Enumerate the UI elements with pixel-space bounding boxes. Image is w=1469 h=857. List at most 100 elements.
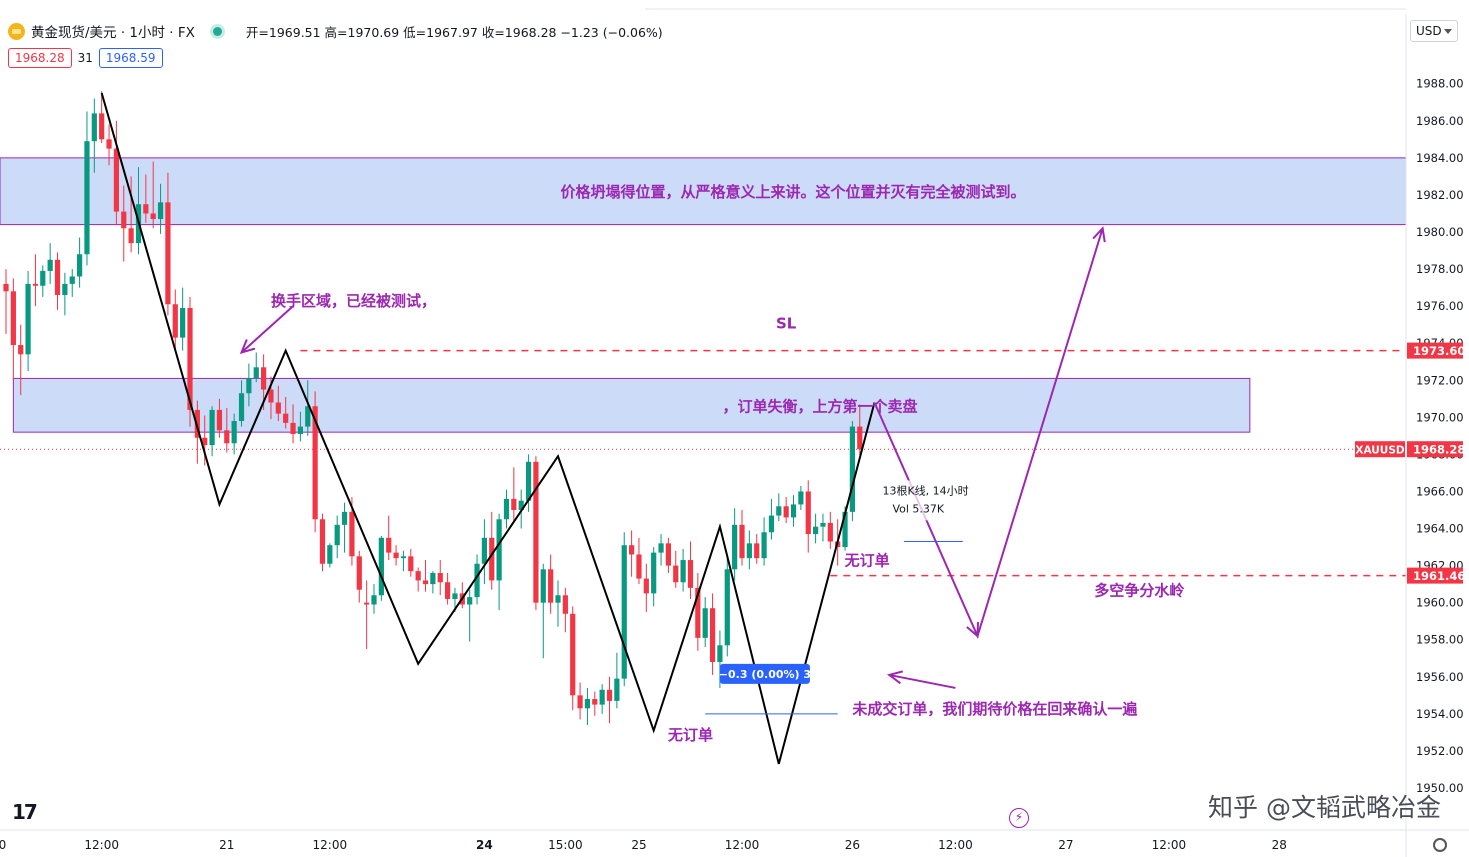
candle-body — [739, 524, 745, 559]
zone-label: ，订单失衡，上方第一个卖盘 — [722, 397, 917, 415]
annotation-text: SL — [776, 314, 797, 332]
annotations-layer: 价格坍塌得位置，从严格意义上来讲。这个位置并灭有完全被测试到。 ，订单失衡，上方第… — [271, 183, 1184, 744]
y-tick-label: 1970.00 — [1416, 410, 1464, 424]
zone-label: 价格坍塌得位置，从严格意义上来讲。这个位置并灭有完全被测试到。 — [560, 183, 1025, 201]
candle-body — [614, 678, 620, 701]
candle-body — [172, 304, 178, 338]
candle-body — [562, 595, 568, 614]
candle-body — [849, 426, 855, 512]
candle-body — [238, 393, 245, 422]
y-tick-label: 1978.00 — [1416, 262, 1464, 276]
candle-body — [216, 409, 223, 431]
bid-ask-row: 1968.28 31 1968.59 — [8, 48, 163, 68]
candle-body — [62, 283, 68, 296]
x-tick-label: 12:00 — [313, 838, 348, 852]
currency-select[interactable]: USD — [1410, 20, 1458, 42]
candle-body — [496, 519, 502, 581]
ask-price[interactable]: 1968.59 — [98, 48, 163, 68]
candle-body — [231, 421, 237, 444]
candle-body — [128, 228, 134, 244]
candle-body — [113, 148, 119, 212]
settings-icon[interactable] — [1433, 838, 1447, 852]
level-price-label: 1973.60 — [1413, 344, 1465, 358]
candle-body — [69, 276, 75, 284]
lightning-icon[interactable]: ⚡ — [1009, 808, 1029, 828]
candle-body — [386, 537, 392, 553]
candle-body — [246, 378, 252, 394]
candle-body — [643, 578, 649, 594]
candle-body — [121, 211, 127, 229]
x-tick-label: 26 — [845, 838, 860, 852]
candle-body — [18, 345, 24, 355]
level-price-tag — [1407, 567, 1463, 584]
candle-body — [768, 515, 775, 533]
symbol-title[interactable]: 黄金现货/美元 · 1小时 · FX — [31, 25, 195, 41]
level-price-tag — [1407, 342, 1463, 359]
candle-body — [408, 556, 414, 572]
candle-body — [84, 141, 90, 255]
candle-body — [474, 563, 480, 598]
tooltip-bars: 13根K线, 14小时 — [882, 483, 968, 497]
candle-body — [555, 595, 561, 603]
candle-body — [533, 461, 539, 603]
candle-body — [813, 526, 819, 535]
candle-body — [253, 367, 259, 379]
y-tick-label: 1956.00 — [1416, 670, 1464, 684]
bid-price[interactable]: 1968.28 — [8, 48, 72, 68]
candle-body — [10, 291, 16, 346]
ohlc-values: 开=1969.51 高=1970.69 低=1967.97 收=1968.28 … — [245, 24, 663, 40]
candle-body — [599, 689, 605, 705]
annotation-arrow — [240, 305, 294, 354]
candle-body — [415, 571, 421, 581]
candle-body — [673, 565, 679, 583]
projection-arrowhead — [1092, 226, 1106, 243]
candle-body — [319, 519, 326, 564]
candle-body — [261, 367, 267, 390]
symbol-legend[interactable]: 黄金现货/美元 · 1小时 · FX 开=1969.51 高=1970.69 低… — [8, 20, 663, 42]
candle-body — [525, 461, 532, 501]
symbol-tag — [1355, 441, 1405, 458]
y-tick-label: 1954.00 — [1416, 707, 1464, 721]
candle-body — [400, 556, 407, 559]
candle-body — [606, 689, 613, 701]
candle-body — [452, 593, 458, 599]
candle-body — [481, 537, 487, 564]
candle-body — [3, 283, 9, 292]
candle-body — [165, 202, 171, 305]
candle-body — [629, 545, 635, 555]
x-tick-label: 12:00 — [938, 838, 973, 852]
candle-body — [157, 202, 164, 220]
candle-body — [857, 426, 863, 450]
annotation-arrow — [889, 673, 956, 689]
candle-body — [349, 511, 355, 557]
candle-body — [540, 569, 546, 603]
candle-body — [393, 552, 399, 559]
y-tick-label: 1988.00 — [1416, 77, 1464, 91]
annotation-arrowhead — [886, 670, 903, 685]
y-tick-label: 1950.00 — [1416, 781, 1464, 795]
candle-body — [143, 204, 149, 214]
zigzag-line — [100, 92, 876, 765]
x-tick-label: 28 — [1272, 838, 1287, 852]
candle-body — [570, 613, 576, 696]
supply-zone — [0, 157, 1407, 226]
x-tick-label: 25 — [631, 838, 646, 852]
candle-body — [305, 406, 311, 427]
candle-body — [798, 491, 804, 505]
candle-body — [378, 537, 384, 596]
candle-body — [584, 699, 591, 709]
annotation-text: 无订单 — [667, 726, 713, 744]
candle-body — [511, 498, 517, 510]
annotation-text: 无订单 — [844, 552, 890, 570]
candle-body — [636, 554, 642, 579]
gold-coin-icon — [8, 22, 25, 40]
x-tick-label: 21 — [219, 838, 234, 852]
candle-body — [445, 582, 451, 599]
candle-body — [430, 573, 436, 585]
candle-body — [709, 608, 716, 662]
annotation-arrowhead — [239, 339, 256, 355]
candle-body — [341, 511, 348, 525]
tradingview-logo[interactable]: 17 — [12, 800, 38, 824]
